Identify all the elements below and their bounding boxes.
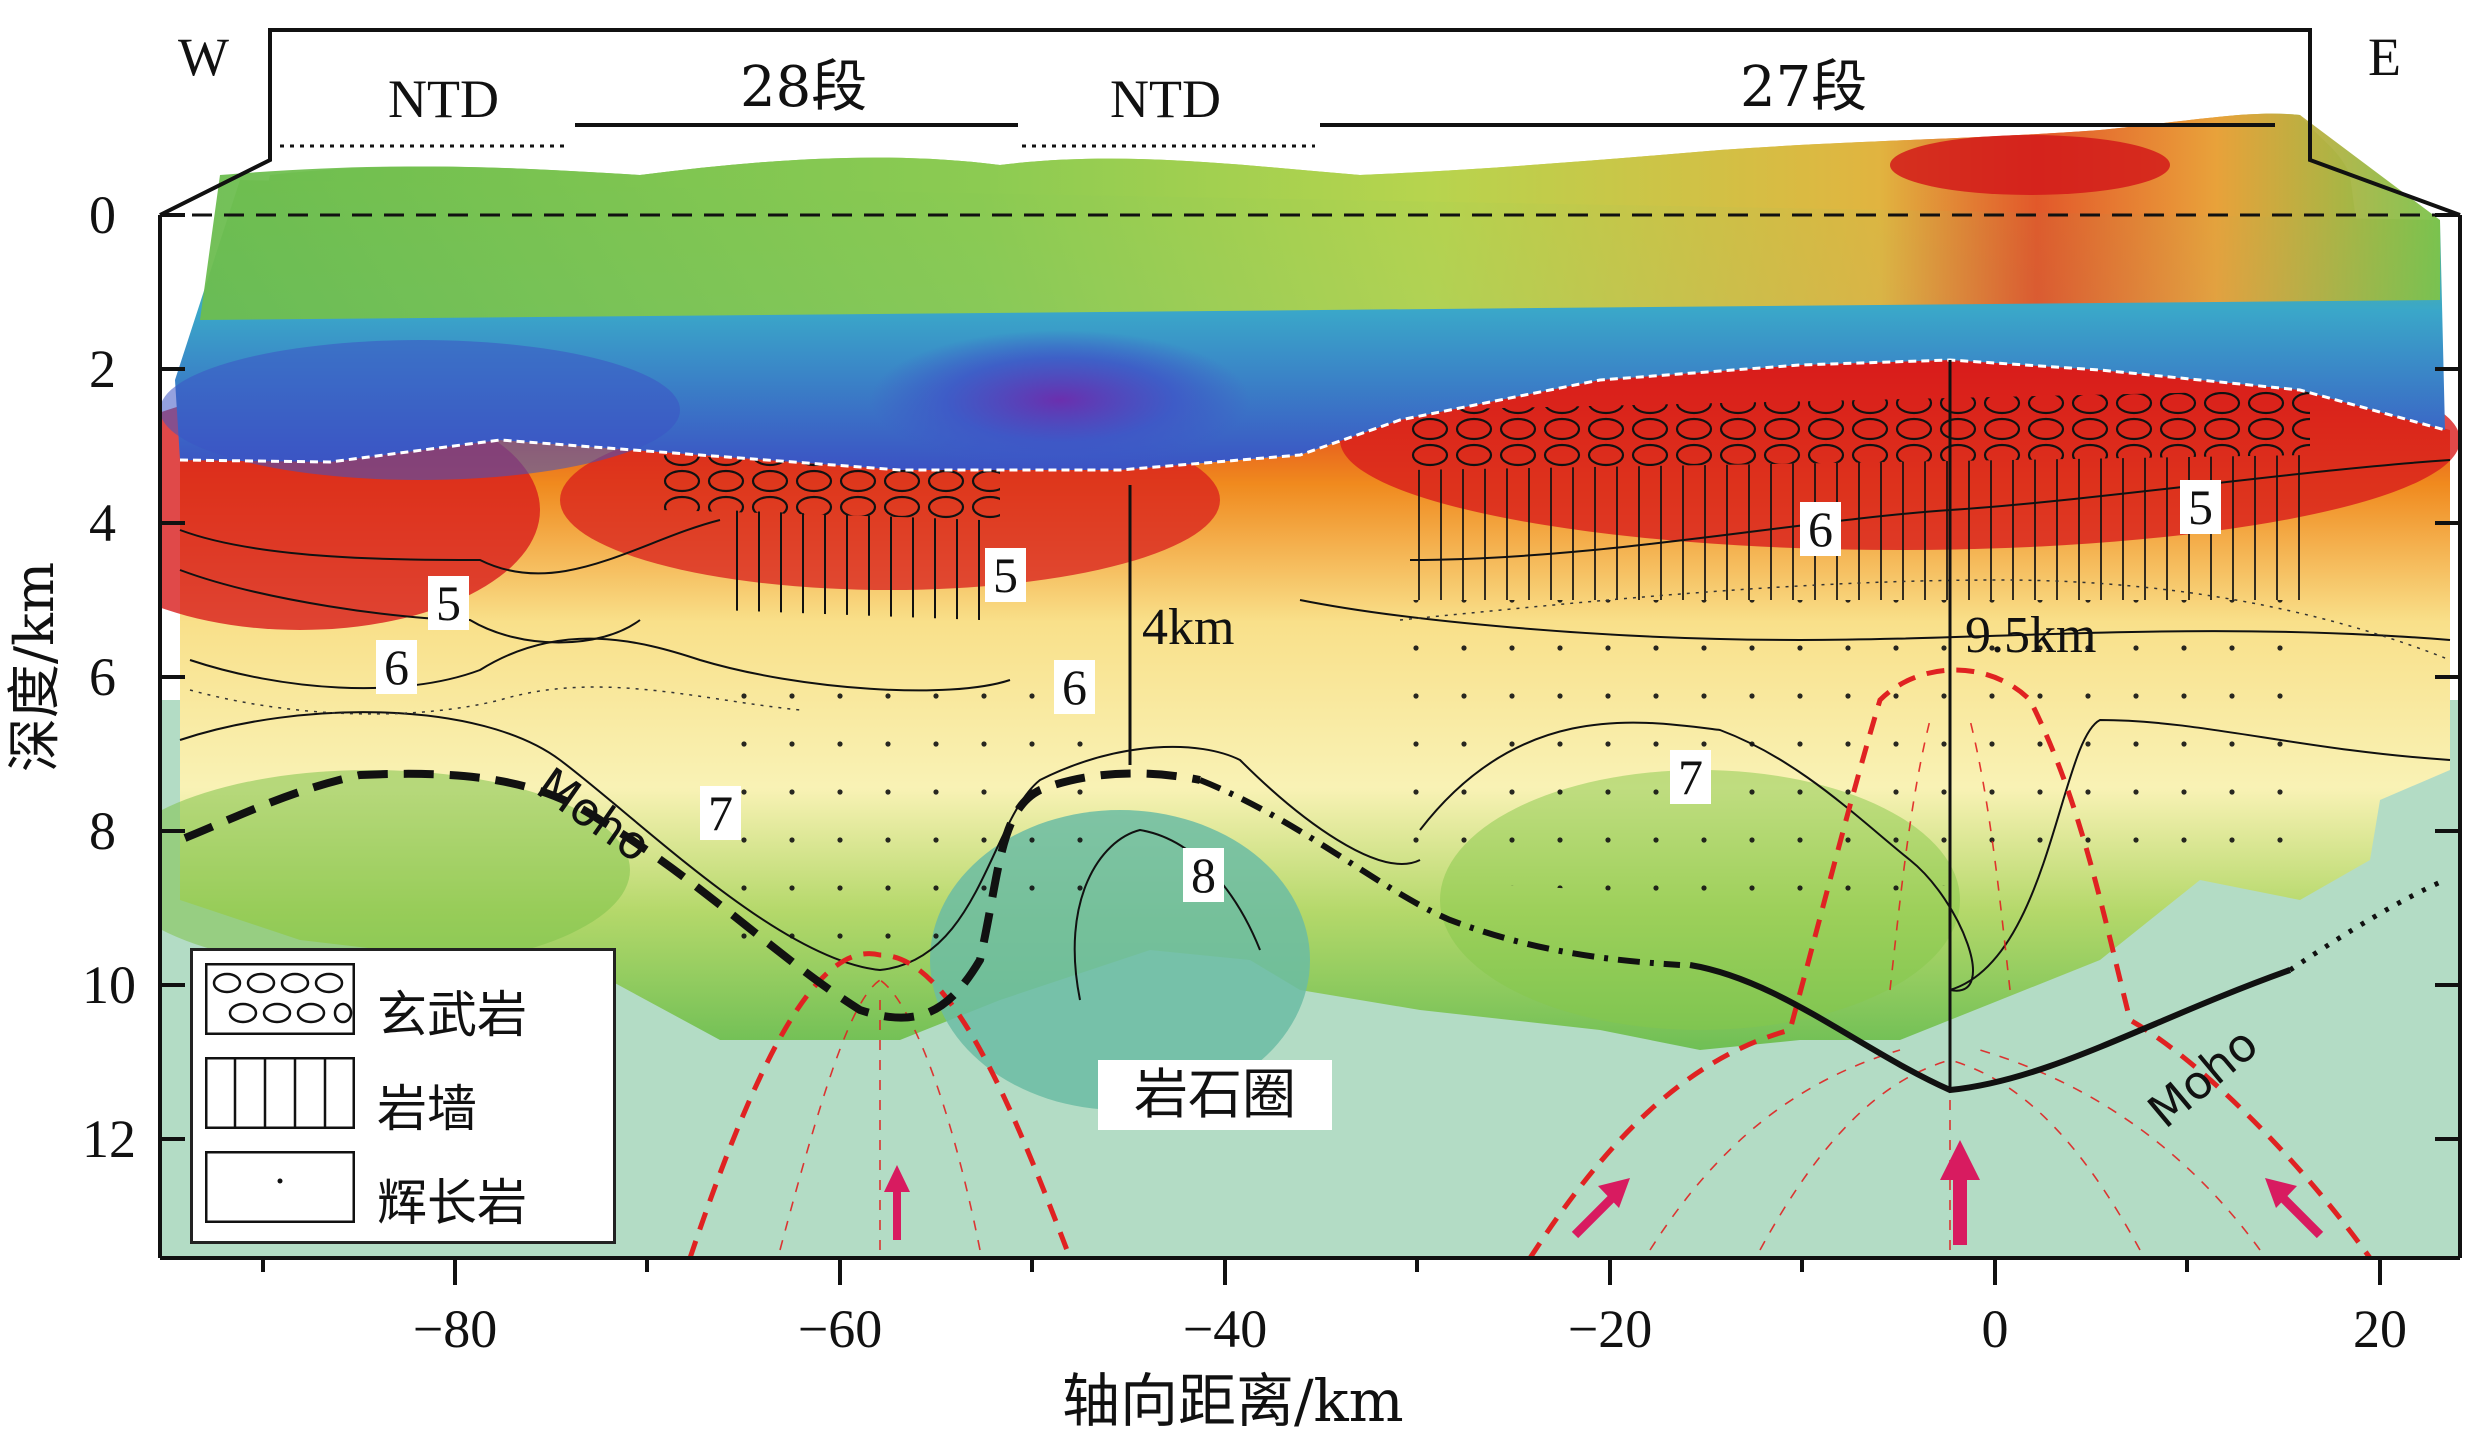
x-tick-neg60: −60: [797, 1299, 883, 1359]
y-tick-10: 10: [82, 955, 136, 1015]
dike-zone-seg27: [1410, 455, 2310, 600]
seafloor-base-line: [179, 358, 2446, 472]
x-tick-neg80: −80: [412, 1299, 498, 1359]
moho-right-dotted: [2288, 877, 2447, 973]
segment-ntd-mid: NTD: [1110, 69, 1221, 129]
upwelling-domes: [687, 667, 2373, 1260]
contour-label-e5: 5: [2180, 480, 2221, 534]
x-tick-neg40: −40: [1182, 1299, 1268, 1359]
blue-band-left: [160, 340, 680, 480]
plot-frame: [158, 28, 2462, 1260]
dike-zone-seg28: [720, 510, 980, 620]
segment-27: 27段: [1740, 55, 1868, 120]
gabbro-symbol-icon: [205, 1151, 355, 1223]
contour-label-d7: 7: [1670, 750, 1711, 804]
seafloor-upper: [200, 113, 2440, 320]
purple-low-velocity: [870, 330, 1250, 470]
legend-item-gabbro: 辉长岩: [205, 1151, 605, 1232]
legend-label-basalt: 玄武岩: [377, 986, 527, 1044]
legend: 玄武岩 岩墙 辉长岩: [190, 948, 616, 1244]
x-tick-neg20: −20: [1567, 1299, 1653, 1359]
contour-label-a7: 7: [700, 786, 741, 840]
east-label: E: [2368, 27, 2401, 87]
legend-item-dike: 岩墙: [205, 1057, 605, 1138]
y-tick-12: 12: [82, 1109, 136, 1169]
y-tick-8: 8: [89, 801, 116, 861]
y-axis-ticks: [160, 213, 2460, 1141]
lower-crust-left: [160, 770, 630, 970]
contour-label-d6: 6: [1800, 502, 1841, 556]
legend-item-basalt: 玄武岩: [205, 963, 605, 1044]
red-topo-high: [1890, 135, 2170, 195]
segment-28: 28段: [740, 55, 868, 120]
gabbro-dots: [720, 600, 2300, 980]
crust-thickness-9-5km: 9.5km: [1965, 607, 2097, 664]
x-tick-20: 20: [2353, 1299, 2407, 1359]
basalt-symbol-icon: [205, 963, 355, 1035]
velocity-contours-dotted: [189, 579, 2451, 715]
x-axis-label: 轴向距离/km: [1062, 1367, 1404, 1435]
upwelling-arrows: [884, 1140, 2324, 1245]
basalt-zone-seg28: [660, 455, 1000, 520]
legend-label-dike: 岩墙: [377, 1080, 477, 1138]
x-axis-ticks: [261, 1258, 2382, 1285]
y-tick-6: 6: [89, 647, 116, 707]
moho-left-dashed: [183, 769, 1201, 1022]
basalt-zone-seg27: [1410, 390, 2310, 470]
crust-thickness-4km: 4km: [1142, 599, 1235, 656]
y-tick-4: 4: [89, 493, 116, 553]
lithosphere-label: 岩石圈: [1098, 1060, 1332, 1130]
west-label: W: [178, 27, 229, 87]
y-tick-2: 2: [89, 339, 116, 399]
contour-label-b5: 5: [985, 548, 1026, 602]
y-axis-label: 深度/km: [3, 561, 67, 773]
moho-mid-dashdot: [1198, 777, 1681, 968]
contour-label-c8: 8: [1183, 848, 1224, 902]
y-tick-0: 0: [89, 185, 116, 245]
contour-label-b6: 6: [1054, 660, 1095, 714]
contour-label-a5: 5: [428, 576, 469, 630]
dike-symbol-icon: [205, 1057, 355, 1129]
x-tick-0: 0: [1981, 1299, 2009, 1359]
legend-label-gabbro: 辉长岩: [377, 1174, 527, 1232]
contour-label-a6: 6: [376, 640, 417, 694]
segment-ntd-left: NTD: [388, 69, 499, 129]
